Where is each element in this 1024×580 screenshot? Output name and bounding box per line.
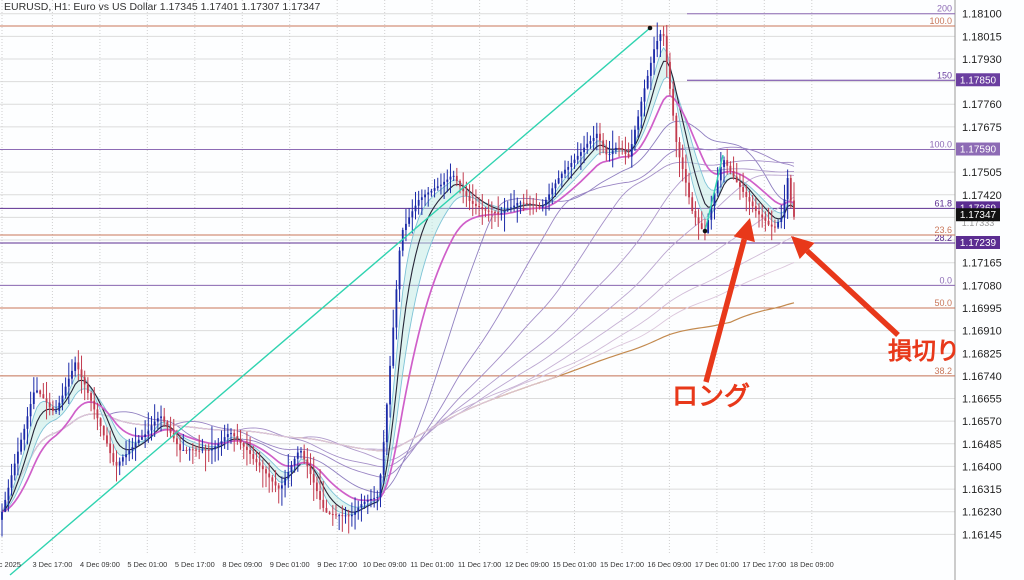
svg-text:1.16825: 1.16825 [962,348,1002,360]
svg-text:1.16655: 1.16655 [962,394,1002,406]
svg-text:4 Dec 09:00: 4 Dec 09:00 [80,560,120,569]
svg-text:1.16145: 1.16145 [962,529,1002,541]
svg-text:5 Dec 17:00: 5 Dec 17:00 [175,560,215,569]
svg-text:1.16400: 1.16400 [962,461,1002,473]
svg-text:1.17505: 1.17505 [962,167,1002,179]
svg-text:1.17675: 1.17675 [962,122,1002,134]
svg-text:1.17165: 1.17165 [962,258,1002,270]
svg-text:16 Dec 09:00: 16 Dec 09:00 [647,560,691,569]
svg-text:11 Dec 17:00: 11 Dec 17:00 [458,560,501,569]
svg-text:9 Dec 01:00: 9 Dec 01:00 [270,560,310,569]
svg-text:50.0: 50.0 [934,298,952,308]
svg-text:ロング: ロング [672,381,750,411]
svg-text:1.17080: 1.17080 [962,280,1002,292]
svg-text:1.18015: 1.18015 [962,31,1002,43]
svg-text:1.17347: 1.17347 [960,210,997,221]
svg-text:18 Dec 09:00: 18 Dec 09:00 [790,560,834,569]
svg-text:1.17420: 1.17420 [962,190,1002,202]
svg-text:15 Dec 01:00: 15 Dec 01:00 [553,560,597,569]
svg-text:3 Dec 2025: 3 Dec 2025 [0,560,21,569]
svg-text:1.16315: 1.16315 [962,484,1002,496]
svg-text:3 Dec 17:00: 3 Dec 17:00 [32,560,72,569]
svg-text:150: 150 [937,70,952,80]
svg-text:10 Dec 09:00: 10 Dec 09:00 [363,560,407,569]
svg-text:EURUSD, H1: Euro vs US Dollar: EURUSD, H1: Euro vs US Dollar 1.17345 1.… [4,1,321,13]
svg-text:1.17239: 1.17239 [960,238,997,249]
svg-text:11 Dec 01:00: 11 Dec 01:00 [410,560,453,569]
svg-text:1.16910: 1.16910 [962,326,1002,338]
svg-text:1.16570: 1.16570 [962,416,1002,428]
svg-text:5 Dec 01:00: 5 Dec 01:00 [127,560,167,569]
svg-text:8 Dec 09:00: 8 Dec 09:00 [222,560,262,569]
svg-text:100.0: 100.0 [929,16,952,26]
svg-text:1.17590: 1.17590 [960,145,997,156]
svg-text:15 Dec 17:00: 15 Dec 17:00 [600,560,644,569]
svg-text:1.17930: 1.17930 [962,54,1002,66]
svg-text:23.6: 23.6 [934,225,952,235]
svg-text:損切り: 損切り [888,338,960,365]
svg-text:17 Dec 01:00: 17 Dec 01:00 [695,560,739,569]
svg-text:1.17850: 1.17850 [960,75,997,86]
svg-text:1.16485: 1.16485 [962,439,1002,451]
svg-text:100.0: 100.0 [929,140,952,150]
svg-text:1.17760: 1.17760 [962,99,1002,111]
svg-text:12 Dec 09:00: 12 Dec 09:00 [505,560,549,569]
svg-text:17 Dec 17:00: 17 Dec 17:00 [742,560,786,569]
svg-text:1.16740: 1.16740 [962,371,1002,383]
svg-text:61.8: 61.8 [934,198,952,208]
svg-text:1.16230: 1.16230 [962,507,1002,519]
svg-text:9 Dec 17:00: 9 Dec 17:00 [317,560,357,569]
svg-text:1.16995: 1.16995 [962,303,1002,315]
svg-text:38.2: 38.2 [934,366,952,376]
svg-text:0.0: 0.0 [939,275,952,285]
